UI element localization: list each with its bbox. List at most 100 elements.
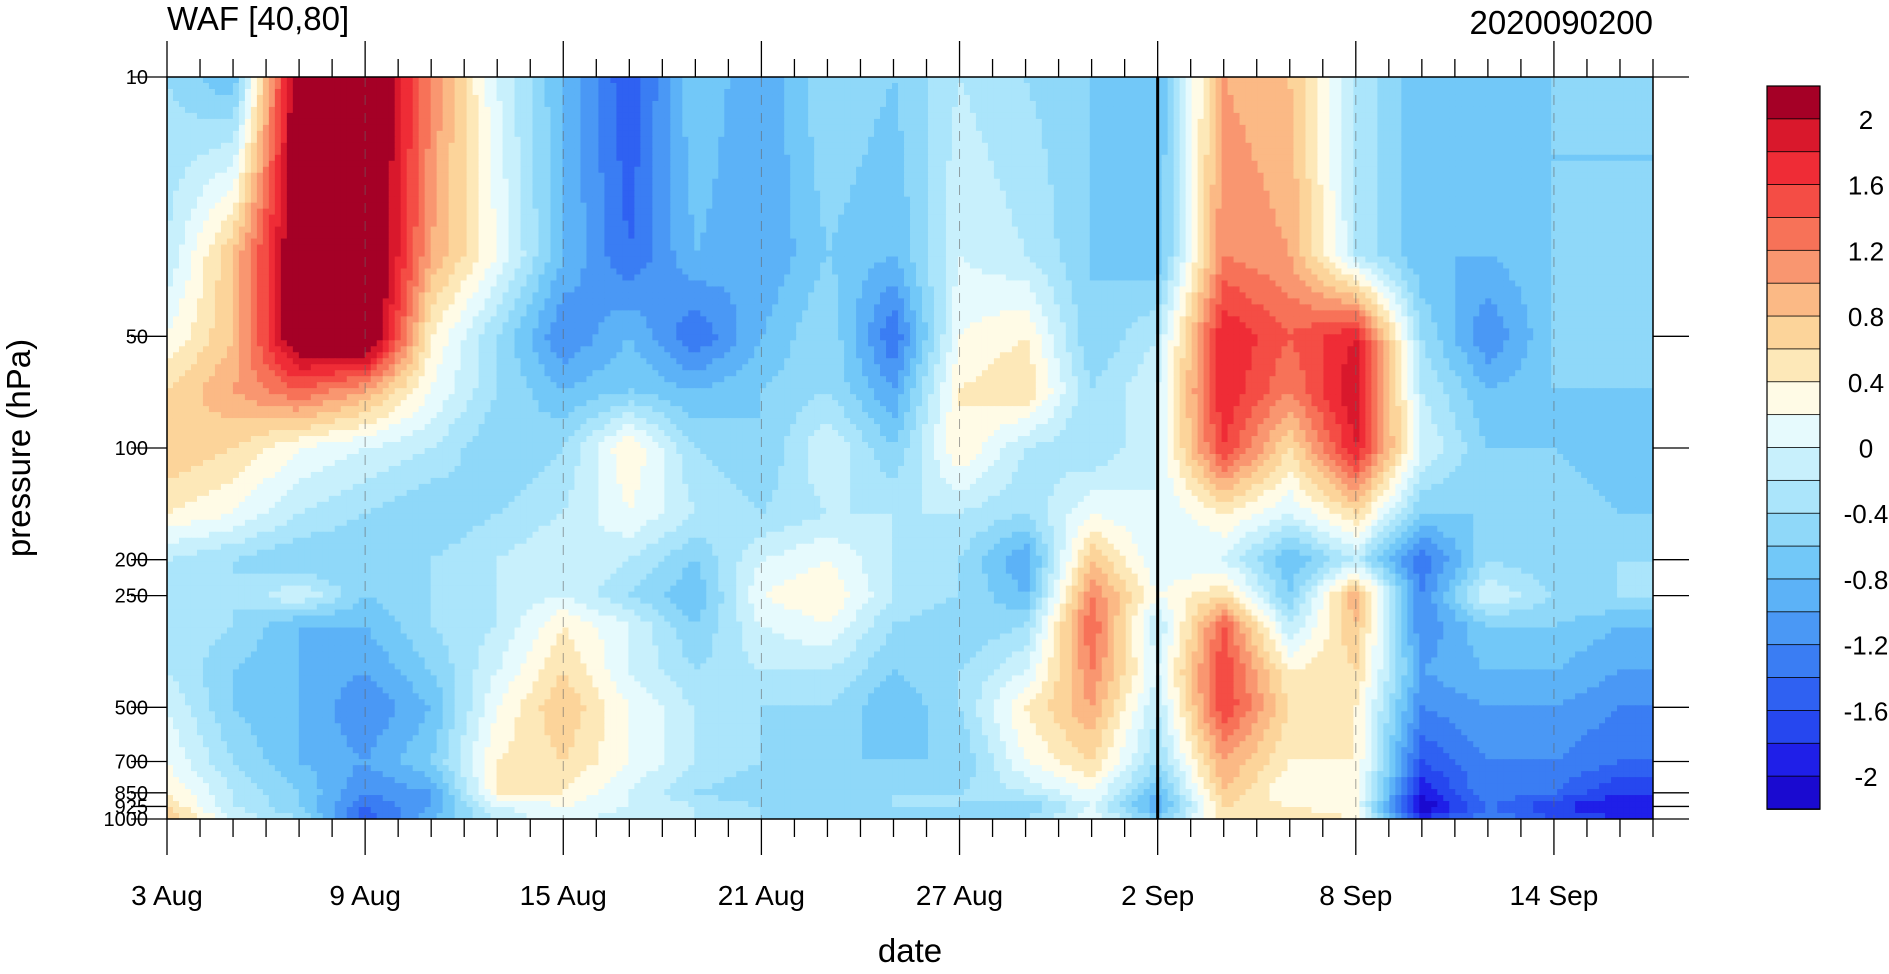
contour-cell bbox=[544, 125, 551, 132]
contour-cell bbox=[952, 89, 959, 96]
contour-cell bbox=[544, 101, 551, 108]
contour-cell bbox=[1353, 89, 1360, 96]
contour-cell bbox=[1491, 119, 1498, 126]
contour-cell bbox=[994, 167, 1001, 174]
contour-cell bbox=[1102, 137, 1109, 144]
contour-cell bbox=[1305, 89, 1312, 96]
contour-cell bbox=[682, 173, 689, 180]
contour-cell bbox=[1299, 101, 1306, 108]
contour-cell bbox=[604, 125, 611, 132]
contour-cell bbox=[1018, 119, 1025, 126]
contour-cell bbox=[1461, 161, 1468, 168]
contour-cell bbox=[1617, 119, 1624, 126]
contour-cell bbox=[766, 173, 773, 180]
contour-cell bbox=[1162, 77, 1169, 84]
contour-cell bbox=[1210, 143, 1217, 150]
contour-cell bbox=[718, 179, 725, 186]
contour-cell bbox=[988, 179, 995, 186]
contour-cell bbox=[1413, 89, 1420, 96]
contour-cell bbox=[1623, 173, 1630, 180]
contour-cell bbox=[359, 143, 366, 150]
contour-cell bbox=[964, 191, 971, 198]
contour-cell bbox=[1443, 185, 1450, 192]
contour-cell bbox=[1335, 185, 1342, 192]
contour-cell bbox=[1581, 155, 1588, 162]
contour-cell bbox=[1126, 191, 1133, 198]
contour-cell bbox=[269, 137, 276, 144]
contour-cell bbox=[622, 185, 629, 192]
contour-cell bbox=[203, 137, 210, 144]
contour-cell bbox=[1509, 125, 1516, 132]
contour-cell bbox=[910, 161, 917, 168]
contour-cell bbox=[1138, 131, 1145, 138]
contour-cell bbox=[1497, 179, 1504, 186]
contour-cell bbox=[880, 191, 887, 198]
contour-cell bbox=[443, 101, 450, 108]
contour-cell bbox=[736, 143, 743, 150]
contour-cell bbox=[383, 77, 390, 84]
contour-cell bbox=[1042, 143, 1049, 150]
contour-cell bbox=[1072, 167, 1079, 174]
contour-cell bbox=[772, 107, 779, 114]
contour-cell bbox=[700, 77, 707, 84]
contour-cell bbox=[455, 173, 462, 180]
contour-cell bbox=[1311, 191, 1318, 198]
contour-cell bbox=[503, 167, 510, 174]
contour-cell bbox=[1563, 125, 1570, 132]
contour-cell bbox=[275, 77, 282, 84]
contour-cell bbox=[275, 119, 282, 126]
contour-cell bbox=[904, 101, 911, 108]
contour-cell bbox=[568, 185, 575, 192]
contour-cell bbox=[533, 101, 540, 108]
contour-cell bbox=[850, 77, 857, 84]
contour-cell bbox=[868, 173, 875, 180]
contour-cell bbox=[533, 179, 540, 186]
contour-cell bbox=[173, 197, 180, 204]
contour-cell bbox=[964, 167, 971, 174]
contour-cell bbox=[1114, 173, 1121, 180]
contour-cell bbox=[1605, 191, 1612, 198]
contour-cell bbox=[730, 173, 737, 180]
contour-cell bbox=[1353, 185, 1360, 192]
contour-cell bbox=[724, 155, 731, 162]
contour-cell bbox=[1060, 167, 1067, 174]
contour-cell bbox=[640, 149, 647, 156]
contour-cell bbox=[215, 113, 222, 120]
contour-cell bbox=[988, 83, 995, 90]
contour-cell bbox=[994, 185, 1001, 192]
contour-cell bbox=[1491, 167, 1498, 174]
contour-cell bbox=[1515, 179, 1522, 186]
contour-cell bbox=[1599, 107, 1606, 114]
contour-cell bbox=[1545, 155, 1552, 162]
contour-cell bbox=[227, 143, 234, 150]
contour-cell bbox=[1491, 137, 1498, 144]
contour-cell bbox=[856, 179, 863, 186]
contour-cell bbox=[832, 167, 839, 174]
contour-cell bbox=[712, 131, 719, 138]
contour-cell bbox=[1371, 167, 1378, 174]
contour-cell bbox=[1407, 143, 1414, 150]
contour-cell bbox=[257, 155, 264, 162]
contour-cell bbox=[634, 143, 641, 150]
contour-cell bbox=[245, 113, 252, 120]
contour-cell bbox=[191, 161, 198, 168]
contour-cell bbox=[676, 191, 683, 198]
contour-cell bbox=[371, 149, 378, 156]
contour-cell bbox=[311, 197, 318, 204]
contour-cell bbox=[299, 137, 306, 144]
contour-cell bbox=[209, 89, 216, 96]
contour-cell bbox=[826, 185, 833, 192]
contour-cell bbox=[1635, 149, 1642, 156]
contour-cell bbox=[1222, 167, 1229, 174]
contour-cell bbox=[1389, 119, 1396, 126]
contour-cell bbox=[179, 173, 186, 180]
contour-cell bbox=[449, 155, 456, 162]
contour-cell bbox=[521, 95, 528, 102]
contour-cell bbox=[802, 77, 809, 84]
contour-cell bbox=[1018, 155, 1025, 162]
contour-cell bbox=[988, 89, 995, 96]
contour-cell bbox=[1329, 137, 1336, 144]
contour-cell bbox=[533, 77, 540, 84]
contour-cell bbox=[245, 137, 252, 144]
contour-cell bbox=[1569, 125, 1576, 132]
